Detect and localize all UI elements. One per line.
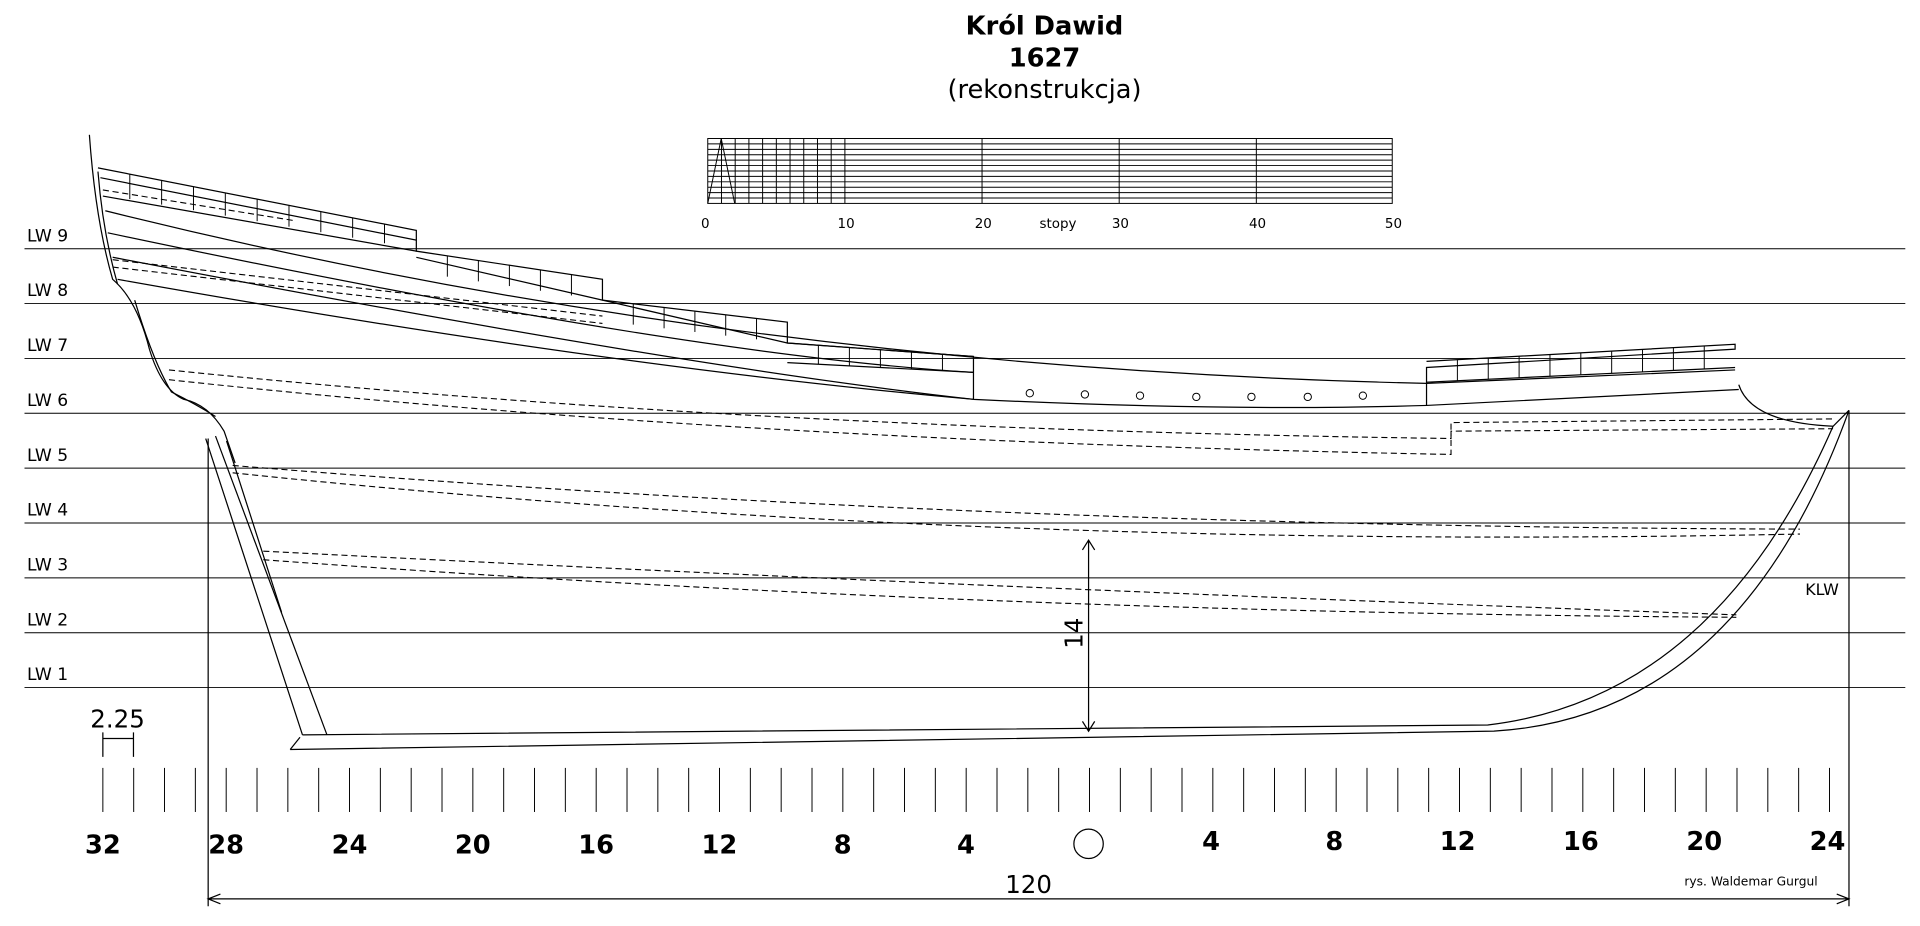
length-dimension — [206, 410, 1851, 907]
waterlines — [24, 248, 1906, 689]
draft-label: 14 — [1059, 618, 1088, 649]
frame-label: 20 — [1686, 827, 1722, 857]
title-year: 1627 — [1009, 43, 1081, 73]
waterline-label: LW 9 — [27, 226, 68, 246]
draft-dimension — [1081, 538, 1096, 733]
frame-label: 8 — [834, 831, 852, 861]
frame-spacing-label: 2.25 — [90, 704, 144, 733]
midship-mark — [1073, 828, 1104, 860]
waterline-label: LW 4 — [27, 501, 68, 521]
waterline-label: LW 3 — [27, 556, 68, 576]
waterline-label: LW 1 — [27, 665, 68, 685]
rail-stanchions — [129, 174, 1705, 381]
frame-label: 20 — [455, 831, 491, 861]
scale-label: 50 — [1385, 217, 1402, 232]
frame-label: 8 — [1325, 827, 1343, 857]
scale-label: 40 — [1249, 217, 1266, 232]
frame-label: 16 — [578, 831, 614, 861]
scale-label: 10 — [838, 217, 855, 232]
scale-label: 20 — [975, 217, 992, 232]
waterline-label: LW 8 — [27, 281, 68, 301]
frame-label: 4 — [1202, 827, 1220, 857]
scale-unit: stopy — [1039, 217, 1076, 232]
klw-label: KLW — [1805, 580, 1839, 599]
scale-label: 0 — [701, 217, 710, 232]
frame-label: 16 — [1563, 827, 1599, 857]
frame-ticks — [102, 767, 1830, 812]
frame-label: 24 — [1810, 827, 1846, 857]
author-label: rys. Waldemar Gurgul — [1684, 874, 1817, 888]
hull — [88, 134, 1850, 751]
scale-bar — [707, 138, 1393, 204]
frame-label: 12 — [701, 831, 737, 861]
waterline-label: LW 2 — [27, 610, 68, 630]
length-label: 120 — [1005, 870, 1052, 899]
scale-label: 30 — [1112, 217, 1129, 232]
scale-diagonal — [707, 138, 736, 204]
frame-label: 12 — [1440, 827, 1476, 857]
frame-label: 4 — [957, 831, 975, 861]
title-name: Król Dawid — [966, 11, 1124, 41]
frame-label: 28 — [208, 831, 244, 861]
waterline-label: LW 6 — [27, 391, 68, 411]
frame-label: 24 — [332, 831, 368, 861]
frame-label: 32 — [85, 831, 121, 861]
title-note: (rekonstrukcja) — [947, 75, 1141, 105]
frame-spacing-dimension — [102, 732, 135, 757]
waterline-label: LW 7 — [27, 336, 68, 356]
waterline-label: LW 5 — [27, 446, 68, 466]
